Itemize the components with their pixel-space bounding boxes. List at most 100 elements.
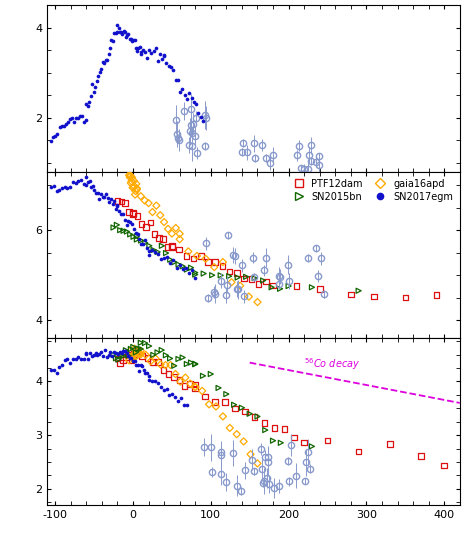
Point <box>136 43 143 52</box>
Point <box>251 413 258 421</box>
Point <box>102 55 109 64</box>
Point <box>107 194 115 203</box>
Point <box>53 369 61 377</box>
Point <box>47 136 55 145</box>
Point <box>85 98 93 107</box>
Point <box>109 200 116 209</box>
Point <box>200 269 208 278</box>
Point <box>125 216 132 225</box>
Point <box>137 239 145 248</box>
Point <box>167 63 175 72</box>
Point <box>159 235 167 243</box>
Point <box>179 353 186 362</box>
Point <box>74 113 82 122</box>
Point <box>116 207 123 216</box>
Point <box>237 281 244 290</box>
Point <box>54 130 61 138</box>
Point <box>110 29 118 37</box>
Point <box>179 264 187 273</box>
Point <box>174 76 182 85</box>
Point <box>136 235 143 243</box>
Point <box>129 210 137 218</box>
Point <box>81 118 88 127</box>
Point <box>269 437 277 445</box>
Point <box>130 350 138 358</box>
Point <box>157 383 164 392</box>
Point <box>154 248 162 256</box>
Point <box>87 91 94 100</box>
Point <box>128 353 135 362</box>
Point <box>230 400 238 409</box>
Point <box>106 43 114 52</box>
Point <box>137 192 145 200</box>
Point <box>183 359 191 368</box>
Point <box>152 43 159 52</box>
Point <box>149 208 156 217</box>
Point <box>80 355 87 363</box>
Point <box>131 182 138 191</box>
Point <box>125 29 132 38</box>
Point <box>281 425 288 433</box>
Point <box>308 442 316 451</box>
Point <box>142 223 150 231</box>
Point <box>108 36 115 45</box>
Point <box>131 36 138 45</box>
Point <box>112 28 120 37</box>
Point <box>133 232 141 241</box>
Point <box>228 278 235 287</box>
Point <box>440 461 448 470</box>
Point <box>132 43 140 52</box>
Point <box>127 35 135 43</box>
Point <box>132 352 139 361</box>
Point <box>122 352 129 361</box>
Point <box>133 351 140 360</box>
Point <box>172 393 179 401</box>
Point <box>92 349 100 357</box>
Point <box>191 274 199 283</box>
Point <box>137 338 145 347</box>
Point <box>175 245 183 254</box>
Point <box>155 234 163 243</box>
Point <box>386 440 393 449</box>
Point <box>175 355 182 363</box>
Point <box>217 271 225 280</box>
Point <box>115 355 122 364</box>
Point <box>166 354 174 363</box>
Point <box>74 176 82 185</box>
Point <box>171 362 178 370</box>
Point <box>132 187 139 195</box>
Point <box>74 352 82 361</box>
Point <box>277 439 284 447</box>
Text: $^{56}$Co decay: $^{56}$Co decay <box>304 356 361 372</box>
Point <box>131 344 138 353</box>
Point <box>136 366 143 375</box>
Point <box>126 173 134 181</box>
Point <box>191 383 199 392</box>
Point <box>91 185 98 194</box>
Point <box>125 350 132 359</box>
Point <box>129 357 137 365</box>
Point <box>162 361 169 369</box>
Point <box>154 249 162 258</box>
Point <box>119 352 127 361</box>
Point <box>176 261 183 270</box>
Point <box>149 357 156 366</box>
Point <box>146 46 153 54</box>
Point <box>128 353 136 362</box>
Point <box>254 459 261 468</box>
Point <box>129 182 137 191</box>
Point <box>170 372 178 381</box>
Point <box>116 28 124 37</box>
Point <box>255 280 263 288</box>
Point <box>188 266 196 274</box>
Point <box>240 437 247 446</box>
Point <box>130 176 137 185</box>
Point <box>259 276 267 285</box>
Point <box>64 355 71 363</box>
Point <box>134 346 141 355</box>
Point <box>99 193 107 201</box>
Point <box>76 111 84 120</box>
Point <box>126 34 134 43</box>
Point <box>153 201 160 210</box>
Point <box>221 398 229 407</box>
